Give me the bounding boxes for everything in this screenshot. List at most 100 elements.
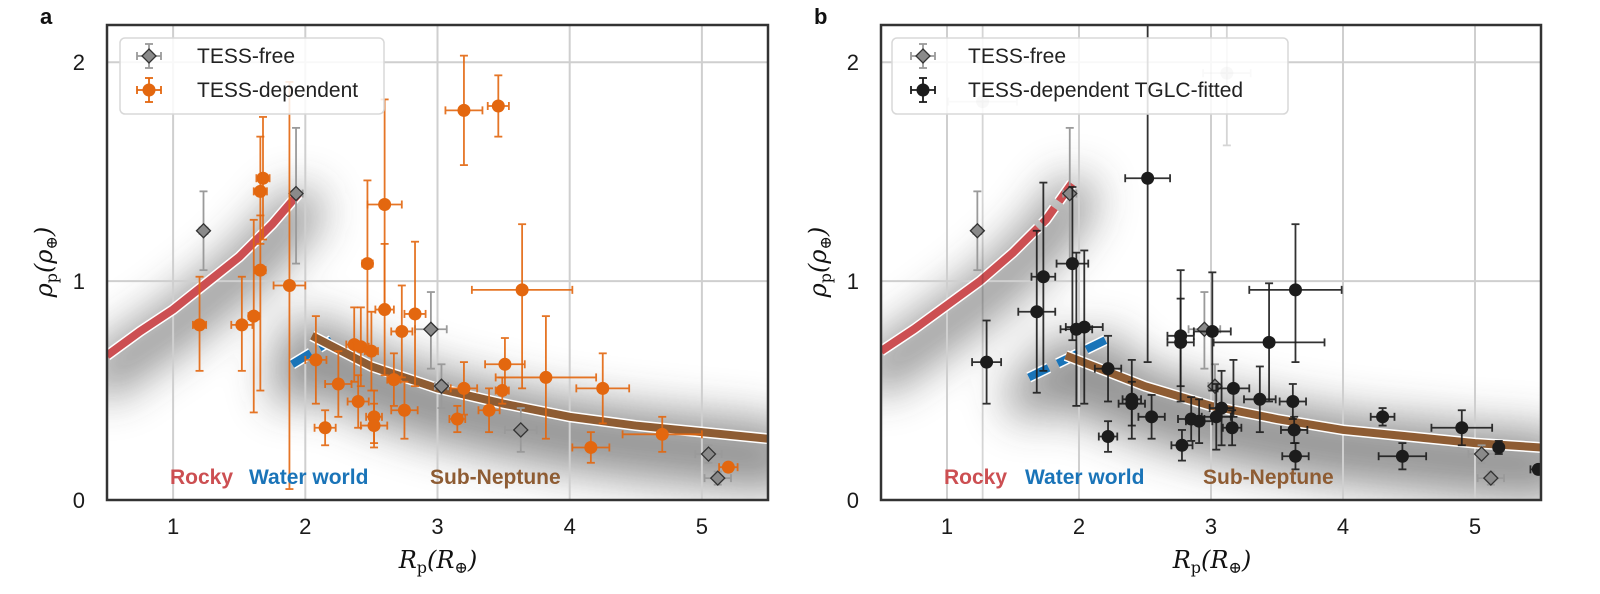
data-point-tglc-fitted xyxy=(1145,410,1159,424)
label-water-world: Water world xyxy=(249,466,368,489)
data-point-tglc-fitted xyxy=(980,355,994,369)
label-sub-neptune: Sub-Neptune xyxy=(1203,466,1334,489)
legend-label-tess-free: TESS-free xyxy=(197,45,295,68)
data-point-tess-dependent xyxy=(253,263,267,277)
data-points-a xyxy=(192,54,739,490)
panel-b-letter: b xyxy=(814,4,827,29)
data-point-tess-free xyxy=(700,446,717,462)
x-tick-label: 3 xyxy=(1205,514,1217,539)
data-point-tglc-fitted xyxy=(1205,324,1219,338)
label-sub-neptune: Sub-Neptune xyxy=(430,466,561,489)
data-point-tglc-fitted xyxy=(1077,320,1091,334)
data-point-tess-dependent xyxy=(193,318,207,332)
data-point-tess-dependent xyxy=(408,307,422,321)
y-tick-label: 2 xyxy=(847,50,859,75)
x-tick-label: 3 xyxy=(431,514,443,539)
panel-a-letter: a xyxy=(40,4,53,29)
data-point-tess-dependent xyxy=(256,171,270,185)
data-point-tess-dependent xyxy=(482,403,496,417)
data-point-tess-dependent xyxy=(495,384,509,398)
data-point-tess-dependent xyxy=(351,394,365,408)
data-point-tess-dependent xyxy=(235,318,249,332)
x-tick-label: 5 xyxy=(1469,514,1481,539)
legend-marker-tess-free xyxy=(910,43,936,69)
data-point-tglc-fitted xyxy=(1253,392,1267,406)
data-point-tess-free xyxy=(422,321,439,338)
data-point-tglc-fitted xyxy=(1395,449,1409,463)
legend-diamond xyxy=(915,48,931,64)
data-point-tglc-fitted xyxy=(1209,410,1223,424)
legend-b: TESS-free TESS-dependent TGLC-fitted xyxy=(891,37,1289,115)
data-point-tess-dependent xyxy=(367,419,381,433)
data-point-tess-dependent xyxy=(450,412,464,426)
y-axis-label-b: ρp(ρ⊕) xyxy=(804,227,835,299)
curve-rocky xyxy=(107,190,302,359)
data-point-tglc-fitted xyxy=(1175,438,1189,452)
y-tick-label: 0 xyxy=(73,488,85,513)
legend-marker-tglc-fitted xyxy=(910,77,936,103)
x-tick-label: 1 xyxy=(941,514,953,539)
legend-a: TESS-free TESS-dependent xyxy=(119,37,385,115)
data-point-tglc-fitted xyxy=(1141,171,1155,185)
data-point-tglc-fitted xyxy=(1288,449,1302,463)
data-point-tess-free xyxy=(433,378,450,395)
label-water-world: Water world xyxy=(1025,466,1144,489)
data-point-tess-free xyxy=(512,422,529,438)
curve-rocky xyxy=(881,180,1076,355)
data-point-tess-dependent xyxy=(282,278,296,292)
data-point-tess-dependent xyxy=(491,99,505,113)
legend-marker-tess-free xyxy=(136,43,162,69)
x-tick-label: 4 xyxy=(564,514,576,539)
density-band xyxy=(107,188,322,397)
density-band xyxy=(881,177,1096,393)
data-point-tess-dependent xyxy=(253,184,267,198)
data-point-tess-dependent xyxy=(318,421,332,435)
x-axis-label-a: Rp(R⊕) xyxy=(398,546,478,577)
data-point-tglc-fitted xyxy=(1455,421,1469,435)
legend-circle xyxy=(142,83,156,97)
legend-diamond xyxy=(141,48,157,64)
legend-marker-tess-dependent xyxy=(136,77,162,103)
x-tick-label: 2 xyxy=(1073,514,1085,539)
data-point-tess-dependent xyxy=(378,303,392,317)
data-point-tess-dependent xyxy=(457,103,471,117)
data-point-tess-dependent xyxy=(515,283,529,297)
data-point-tglc-fitted xyxy=(1531,462,1541,476)
data-point-tglc-fitted xyxy=(1101,362,1115,376)
tick-labels-b: 1 2 3 4 5 0 1 2 xyxy=(847,50,1481,539)
data-point-tess-dependent xyxy=(721,460,735,474)
y-tick-label: 2 xyxy=(73,50,85,75)
data-point-tess-dependent xyxy=(364,344,378,358)
data-point-tglc-fitted xyxy=(1492,440,1506,454)
legend-box-b xyxy=(891,37,1289,115)
x-tick-label: 2 xyxy=(299,514,311,539)
data-point-tglc-fitted xyxy=(1226,381,1240,395)
density-band xyxy=(1030,338,1541,500)
panel-a: a Rocky Water world Sub-Neptune TESS-fre… xyxy=(30,4,770,577)
panel-b: b Rocky Water world Sub-Neptune TESS-fre… xyxy=(804,4,1543,577)
data-point-tglc-fitted xyxy=(1376,410,1390,424)
legend-box-a xyxy=(119,37,385,115)
data-point-tess-free xyxy=(1482,470,1499,487)
legend-label-tglc-fitted: TESS-dependent TGLC-fitted xyxy=(968,79,1243,102)
region-labels-a: Rocky Water world Sub-Neptune xyxy=(170,466,561,489)
x-tick-label: 4 xyxy=(1337,514,1349,539)
region-labels-b: Rocky Water world Sub-Neptune xyxy=(944,466,1334,489)
data-point-tess-free xyxy=(195,222,212,239)
x-axis-label-b: Rp(R⊕) xyxy=(1172,546,1252,577)
data-point-tess-dependent xyxy=(331,377,345,391)
data-point-tess-free xyxy=(1473,446,1490,462)
data-point-tess-free xyxy=(709,470,726,487)
curve-subneptune xyxy=(310,332,768,443)
y-tick-label: 1 xyxy=(847,269,859,294)
data-point-tess-dependent xyxy=(584,440,598,454)
data-point-tglc-fitted xyxy=(1101,430,1115,444)
error-bar xyxy=(470,223,574,390)
legend-label-tess-dependent: TESS-dependent xyxy=(197,79,358,102)
legend-circle xyxy=(916,83,930,97)
curve-subneptune xyxy=(1064,351,1541,452)
data-point-tglc-fitted xyxy=(1286,394,1300,408)
data-point-tess-dependent xyxy=(378,197,392,211)
label-rocky: Rocky xyxy=(170,466,233,489)
